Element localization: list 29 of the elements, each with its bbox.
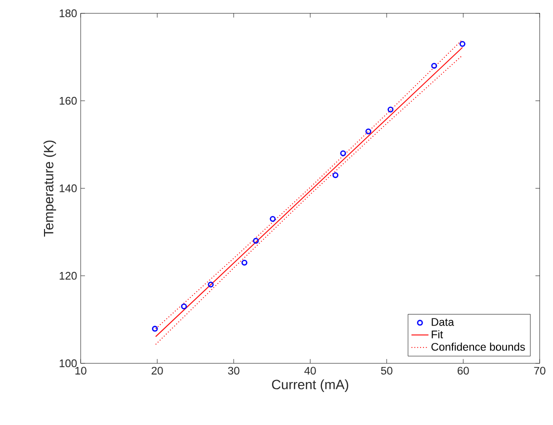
point bbox=[252, 238, 259, 244]
legend-label: Data bbox=[432, 318, 454, 326]
x-tick-label: 60 bbox=[458, 366, 469, 375]
point bbox=[388, 106, 394, 112]
x-tick-label: 40 bbox=[304, 366, 316, 375]
y-tick-label: 140 bbox=[60, 184, 77, 192]
point bbox=[431, 62, 438, 69]
y-tick-label: 180 bbox=[60, 9, 77, 18]
x-tick-label: 50 bbox=[381, 366, 392, 375]
point bbox=[460, 40, 466, 47]
point bbox=[241, 260, 248, 266]
x-tick-label: 20 bbox=[152, 366, 163, 375]
x-tick-label: 70 bbox=[534, 366, 546, 375]
y-tick-label: 160 bbox=[60, 96, 77, 105]
point bbox=[152, 326, 158, 332]
point bbox=[270, 216, 276, 222]
x-axis-title: Current (mA) bbox=[272, 379, 348, 392]
x-tick-label: 10 bbox=[75, 366, 86, 375]
legend-label: Confidence bounds bbox=[431, 342, 525, 351]
y-tick-label: 120 bbox=[60, 272, 77, 280]
point bbox=[340, 150, 346, 156]
point bbox=[181, 303, 187, 310]
point bbox=[365, 128, 372, 134]
point bbox=[332, 172, 338, 178]
y-tick-label: 100 bbox=[60, 359, 77, 368]
point bbox=[208, 282, 214, 288]
x-tick-label: 30 bbox=[228, 366, 240, 375]
legend-label: Fit bbox=[432, 330, 443, 338]
y-axis-title: Temperature (K) bbox=[44, 140, 56, 237]
